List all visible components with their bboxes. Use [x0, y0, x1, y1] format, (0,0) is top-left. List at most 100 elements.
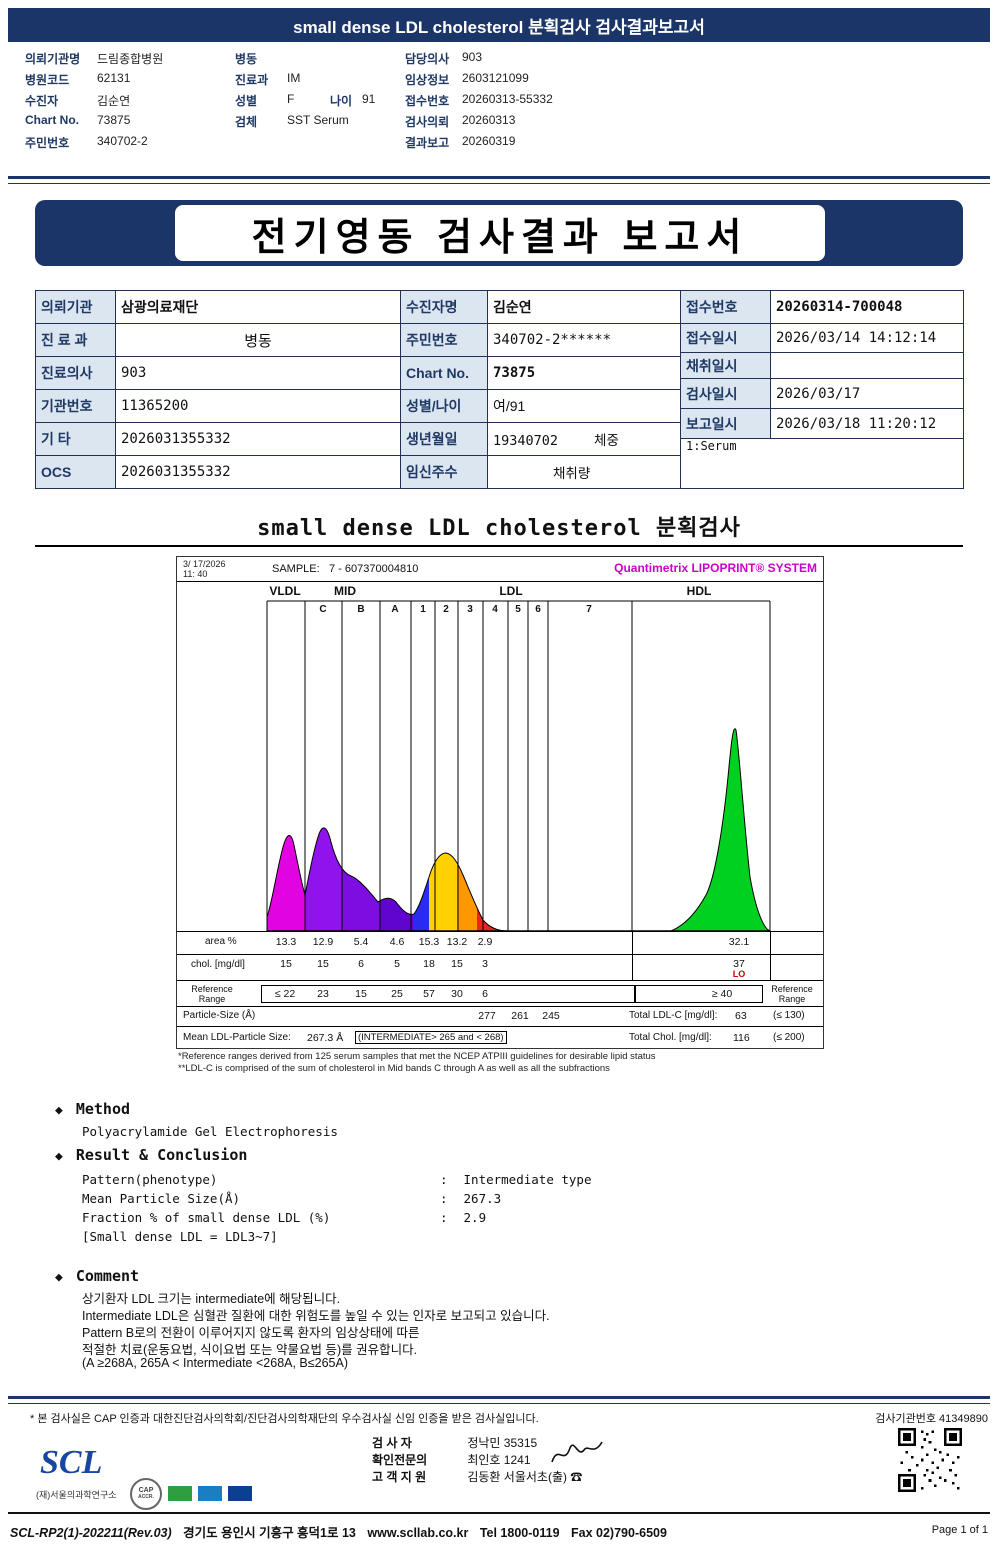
- divider: [8, 1396, 990, 1404]
- scl-logo: SCL: [40, 1444, 103, 1481]
- band-label: 3: [467, 604, 473, 615]
- row-label: chol. [mg/dl]: [191, 959, 245, 970]
- cell-value: 2026031355332: [115, 422, 401, 456]
- cell-value: 11365200: [115, 389, 401, 423]
- lipoprint-brand: Quantimetrix LIPOPRINT® SYSTEM: [614, 561, 817, 575]
- diamond-bullet-icon: ◆: [55, 1103, 63, 1118]
- weight-label: 체중: [594, 433, 619, 448]
- field-label: 수진자: [25, 94, 59, 108]
- divider: [8, 176, 990, 184]
- field-label: 검사의뢰: [405, 115, 450, 129]
- ref-value: 25: [391, 988, 403, 1000]
- cell-label: Chart No.: [400, 356, 488, 390]
- result-label: Fraction % of small dense LDL (%): [82, 1210, 331, 1225]
- mean-particle-size-row: Mean LDL-Particle Size: 267.3 Å (INTERME…: [177, 1026, 823, 1048]
- confirming-physician-row: 확인전문의 최인호 1241: [372, 1451, 531, 1468]
- ref-value-hdl: ≥ 40: [711, 988, 733, 1000]
- banner: 전기영동 검사결과 보고서: [35, 200, 963, 266]
- cell-label: 진 료 과: [35, 323, 116, 357]
- cell-value: 19340702 체중: [487, 422, 681, 456]
- field-value: 2603121099: [462, 71, 529, 85]
- area-value: 2.9: [477, 936, 493, 948]
- info-table-left: 의뢰기관 삼광의료재단 진 료 과 병동 진료의사 903 기관번호 11365…: [35, 290, 401, 489]
- sample-value: 7 - 607370004810: [329, 563, 419, 575]
- ref-value: 57: [423, 988, 435, 1000]
- reference-range-box-hdl: [635, 985, 763, 1003]
- qr-code: [898, 1428, 962, 1492]
- total-chol-reference: (≤ 200): [773, 1032, 805, 1043]
- cell-label: 성별/나이: [400, 389, 488, 423]
- field-label: 병원코드: [25, 73, 70, 87]
- reference-range-box: [261, 985, 635, 1003]
- particle-size-row: Particle-Size (Å) 277 261 245 Total LDL-…: [177, 1006, 823, 1027]
- field-value: 62131: [97, 71, 131, 85]
- particle-size-value: 277: [478, 1010, 496, 1022]
- field-value: F: [287, 92, 295, 106]
- info-table-right: 접수번호 20260314-700048 접수일시 2026/03/14 14:…: [680, 290, 964, 489]
- column-header-hdl: HDL: [686, 584, 712, 598]
- field-label: 병동: [235, 52, 258, 66]
- staff-value: 최인호 1241: [467, 1453, 531, 1467]
- document-code: SCL-RP2(1)-202211(Rev.03): [10, 1526, 172, 1540]
- field-label: 검체: [235, 115, 258, 129]
- field-label: 담당의사: [405, 52, 450, 66]
- cell-label: 생년월일: [400, 422, 488, 456]
- ref-value: 30: [451, 988, 463, 1000]
- ref-value: ≤ 22: [274, 988, 296, 1000]
- sample-label: SAMPLE:: [272, 563, 320, 575]
- cell-value: 20260314-700048: [770, 290, 964, 324]
- cell-label: 접수일시: [680, 323, 771, 353]
- cell-label: 접수번호: [680, 290, 771, 324]
- field-label: 진료과: [235, 73, 269, 87]
- accreditation-logo-3: [228, 1486, 252, 1501]
- chol-value: 15: [317, 958, 329, 970]
- ref-value: 6: [482, 988, 488, 1000]
- chart-datetime: 3/ 17/2026 11: 40: [183, 559, 226, 579]
- field-value: 903: [462, 50, 483, 64]
- cell-value: 병동: [115, 323, 401, 357]
- cell-label: OCS: [35, 455, 116, 489]
- electropherogram-curve: [266, 600, 771, 931]
- band-label: 5: [515, 604, 521, 615]
- cell-label: 검사일시: [680, 378, 771, 409]
- ref-value: 15: [355, 988, 367, 1000]
- staff-label: 고 객 지 원: [372, 1470, 427, 1484]
- result-note: [Small dense LDL = LDL3~7]: [82, 1229, 278, 1244]
- lab-tel: Tel 1800-0119: [479, 1526, 560, 1540]
- diamond-bullet-icon: ◆: [55, 1270, 63, 1285]
- column-header-ldl: LDL: [499, 584, 523, 598]
- field-label: 주민번호: [25, 136, 70, 150]
- result-value: Intermediate type: [463, 1172, 592, 1187]
- result-value: 267.3: [463, 1191, 502, 1206]
- divider: [35, 545, 963, 547]
- area-value: 12.9: [312, 936, 334, 948]
- cell-value: 73875: [487, 356, 681, 390]
- chol-value: 15: [280, 958, 292, 970]
- cell-value: 김순연: [487, 290, 681, 324]
- staff-value: 김동환 서울서초(출) ☎: [467, 1470, 583, 1484]
- cholesterol-row: chol. [mg/dl] 15 15 6 5 18 15 3 37 LO: [177, 954, 823, 981]
- lipoprint-chart: 3/ 17/2026 11: 40 SAMPLE: 7 - 6073700048…: [176, 556, 824, 1049]
- cell-value: [770, 352, 964, 379]
- area-value: 13.3: [275, 936, 297, 948]
- area-percent-row: area % 13.3 12.9 5.4 4.6 15.3 13.2 2.9 3…: [177, 931, 823, 955]
- divider: [632, 931, 633, 980]
- document-footer-line: SCL-RP2(1)-202211(Rev.03) 경기도 용인시 기흥구 흥덕…: [10, 1522, 667, 1541]
- field-label: 접수번호: [405, 94, 450, 108]
- colon: :: [440, 1191, 448, 1206]
- customer-support-row: 고 객 지 원 김동환 서울서초(출) ☎: [372, 1468, 582, 1485]
- result-row: Pattern(phenotype): Intermediate type: [82, 1172, 591, 1187]
- signature-scribble: [551, 1441, 603, 1463]
- total-chol-label: Total Chol. [mg/dl]:: [629, 1032, 712, 1043]
- chart-date: 3/ 17/2026: [183, 559, 226, 569]
- field-value: SST Serum: [287, 113, 349, 127]
- cap-accredited-logo: CAP ACCR.: [130, 1478, 162, 1510]
- heading-text: Comment: [75, 1267, 140, 1285]
- field-value: 20260319: [462, 134, 516, 148]
- field-value: 20260313-55332: [462, 92, 553, 106]
- row-label: Mean LDL-Particle Size:: [183, 1032, 291, 1043]
- chol-value: 6: [358, 958, 364, 970]
- org-number-label: 검사기관번호: [875, 1413, 936, 1425]
- cell-value: 903: [115, 356, 401, 390]
- cell-label: 주민번호: [400, 323, 488, 357]
